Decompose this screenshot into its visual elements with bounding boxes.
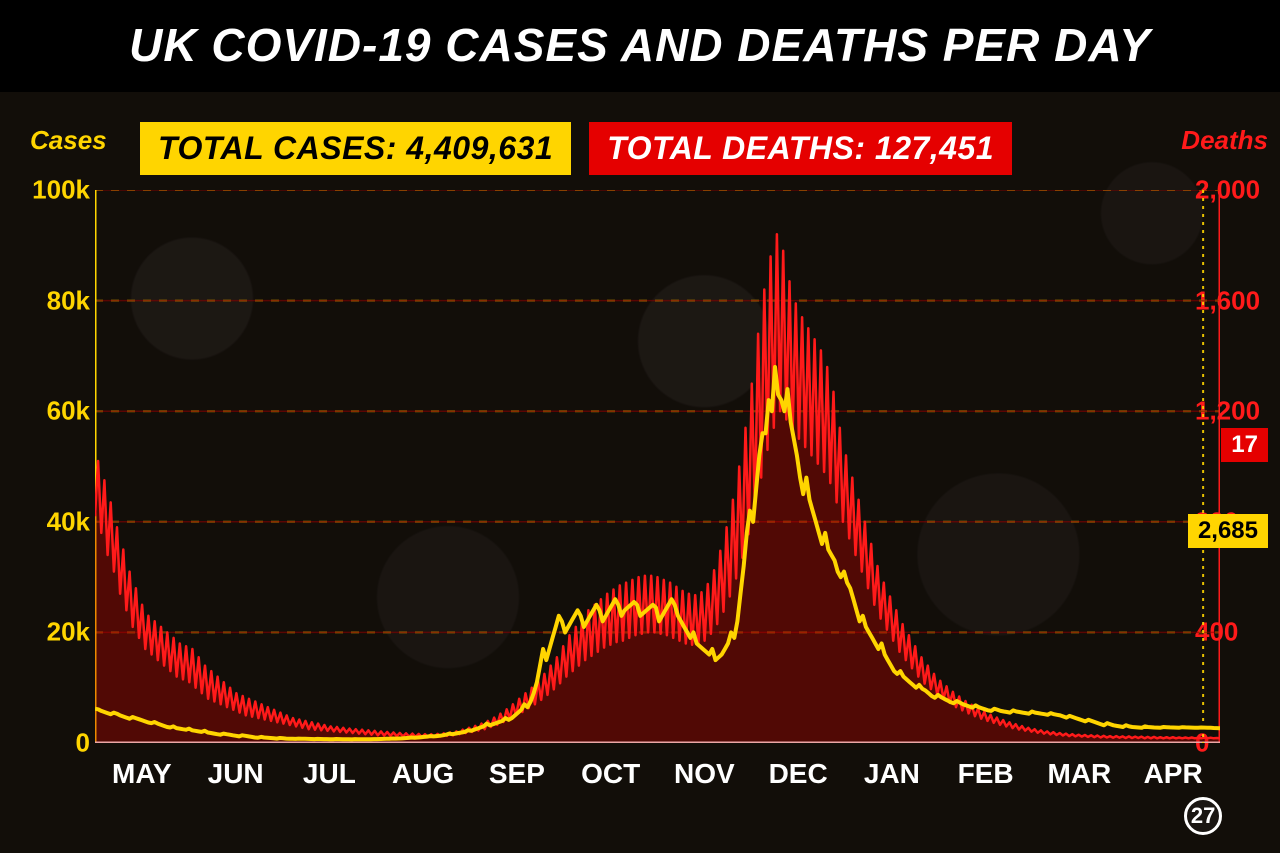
y-left-tick: 0 [10,728,90,759]
y-left-tick: 60k [10,396,90,427]
y-ticks-left: 020k40k60k80k100k [10,190,90,743]
x-tick: MAR [1047,758,1111,790]
x-tick: AUG [392,758,454,790]
x-tick: NOV [674,758,735,790]
x-tick: JUL [303,758,356,790]
left-axis-label: Cases [30,125,107,156]
chart-svg [95,190,1220,743]
x-tick: FEB [958,758,1014,790]
callout-deaths: 17 [1221,428,1268,462]
plot-area [95,190,1220,743]
x-tick: APR [1144,758,1203,790]
chart-container: UK COVID-19 CASES AND DEATHS PER DAY Cas… [0,0,1280,853]
y-left-tick: 100k [10,175,90,206]
chart-title: UK COVID-19 CASES AND DEATHS PER DAY [0,0,1280,92]
total-deaths-box: TOTAL DEATHS: 127,451 [589,122,1012,175]
callout-cases: 2,685 [1188,514,1268,548]
right-axis-label: Deaths [1181,125,1268,156]
total-cases-box: TOTAL CASES: 4,409,631 [140,122,571,175]
x-tick: SEP [489,758,545,790]
x-ticks: MAY JUN JUL AUG SEP OCT NOV DEC JAN FEB MAR APR [95,758,1220,798]
x-tick: DEC [769,758,828,790]
y-left-tick: 40k [10,506,90,537]
y-left-tick: 80k [10,285,90,316]
x-tick: MAY [112,758,172,790]
y-left-tick: 20k [10,617,90,648]
x-tick: JUN [208,758,264,790]
x-tick: OCT [581,758,640,790]
x-tick: JAN [864,758,920,790]
totals-row: TOTAL CASES: 4,409,631 TOTAL DEATHS: 127… [140,122,1012,175]
date-marker: 27 [1184,797,1222,835]
